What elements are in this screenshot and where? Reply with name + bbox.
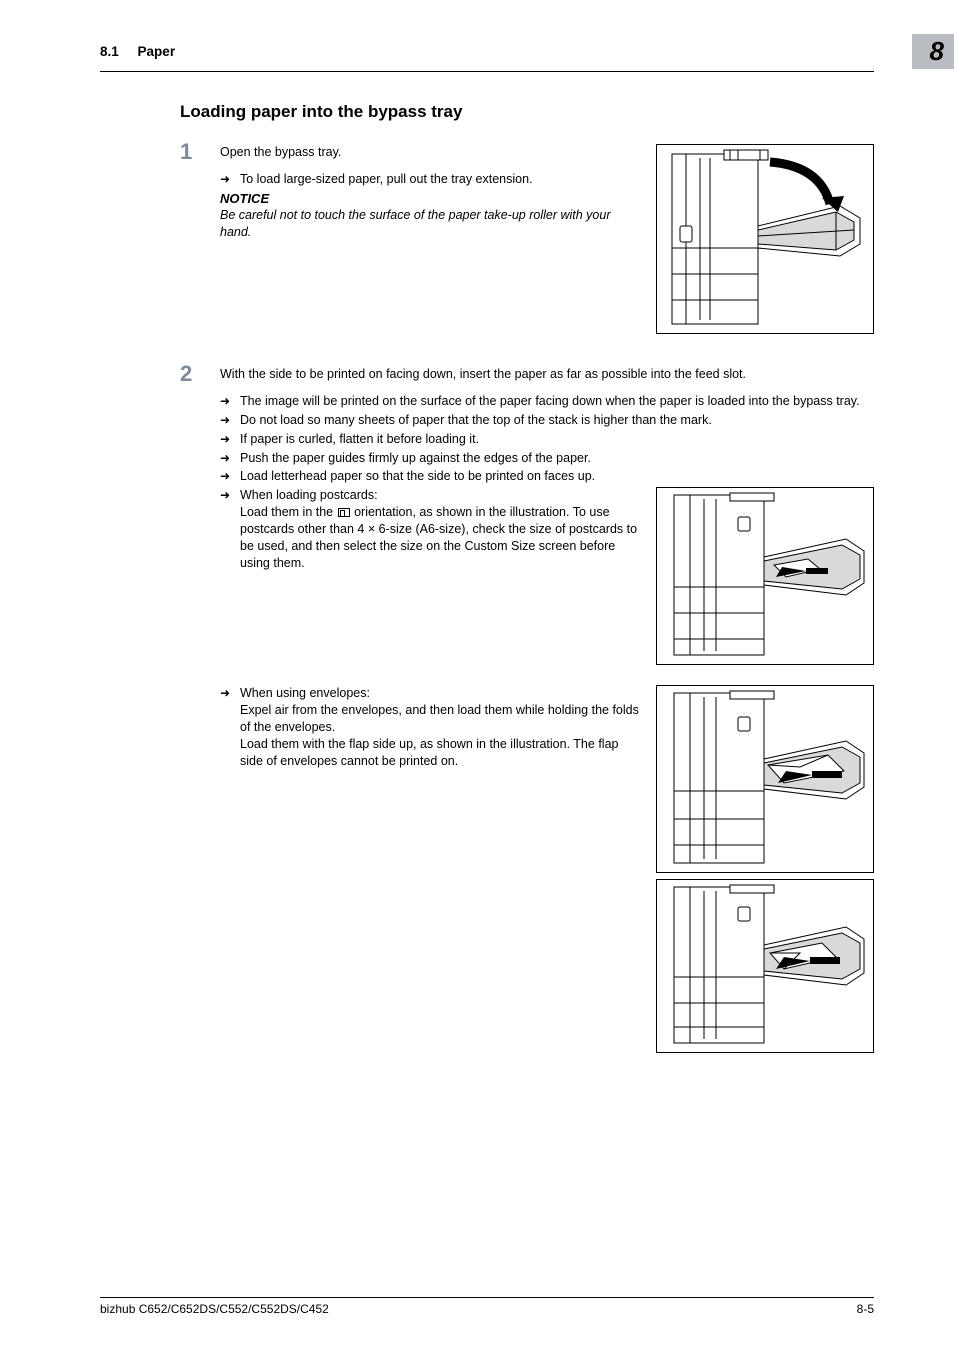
page-header: 8.1 Paper 8 (100, 34, 874, 72)
arrow-icon: ➜ (220, 171, 240, 188)
step-2-bullet-7: ➜ When using envelopes: Expel air from t… (220, 685, 642, 769)
orientation-icon (338, 508, 350, 517)
step-2-b2-text: Do not load so many sheets of paper that… (240, 412, 874, 429)
printer-envelope-2-icon (660, 883, 870, 1049)
arrow-icon: ➜ (220, 487, 240, 504)
arrow-icon: ➜ (220, 685, 240, 702)
notice-text: Be careful not to touch the surface of t… (220, 207, 642, 241)
printer-envelope-1-icon (660, 689, 870, 869)
step-2-bullet-6: ➜ When loading postcards: Load them in t… (220, 487, 642, 571)
postcards-head: When loading postcards: (240, 488, 378, 502)
section-label: Paper (138, 44, 176, 59)
arrow-icon: ➜ (220, 450, 240, 467)
arrow-icon: ➜ (220, 468, 240, 485)
envelopes-head: When using envelopes: (240, 686, 370, 700)
step-2-b1-text: The image will be printed on the surface… (240, 393, 874, 410)
step-1: 1 Open the bypass tray. ➜ To load large-… (180, 144, 642, 241)
illustration-1 (656, 144, 874, 334)
printer-postcard-icon (660, 491, 870, 661)
header-left: 8.1 Paper (100, 34, 175, 59)
step-2-number: 2 (180, 363, 220, 385)
step-2-b3-text: If paper is curled, flatten it before lo… (240, 431, 874, 448)
chapter-number: 8 (930, 36, 944, 66)
envelope-illustrations (656, 685, 874, 1053)
step-2-b5-text: Load letterhead paper so that the side t… (240, 468, 874, 485)
arrow-icon: ➜ (220, 412, 240, 429)
envelopes-line-2: Load them with the flap side up, as show… (240, 737, 618, 768)
step-1-bullet-1: ➜ To load large-sized paper, pull out th… (220, 171, 642, 188)
content: Loading paper into the bypass tray 1 Ope… (180, 102, 874, 1053)
step-2-b4-text: Push the paper guides firmly up against … (240, 450, 874, 467)
illustration-4 (656, 879, 874, 1053)
envelopes-line-1: Expel air from the envelopes, and then l… (240, 703, 639, 734)
illustration-3 (656, 685, 874, 873)
arrow-icon: ➜ (220, 431, 240, 448)
step-2: 2 With the side to be printed on facing … (180, 366, 874, 1053)
page: 8.1 Paper 8 Loading paper into the bypas… (0, 0, 954, 1350)
step-1-bullet-1-text: To load large-sized paper, pull out the … (240, 171, 642, 188)
step-2-bullet-3: ➜ If paper is curled, flatten it before … (220, 431, 874, 448)
footer-model: bizhub C652/C652DS/C552/C552DS/C452 (100, 1302, 329, 1316)
step-2-text: With the side to be printed on facing do… (220, 366, 874, 383)
postcards-body-1: Load them in the (240, 505, 337, 519)
step-1-block: 1 Open the bypass tray. ➜ To load large-… (180, 144, 874, 334)
step-2-bullet-2: ➜ Do not load so many sheets of paper th… (220, 412, 874, 429)
step-2-bullet-1: ➜ The image will be printed on the surfa… (220, 393, 874, 410)
postcards-block: ➜ When loading postcards: Load them in t… (220, 487, 874, 665)
arrow-icon: ➜ (220, 393, 240, 410)
page-title: Loading paper into the bypass tray (180, 102, 874, 122)
step-1-text: Open the bypass tray. (220, 144, 642, 161)
footer-page-number: 8-5 (857, 1302, 874, 1316)
illustration-2 (656, 487, 874, 665)
envelopes-block: ➜ When using envelopes: Expel air from t… (220, 685, 874, 1053)
notice-label: NOTICE (220, 190, 642, 208)
page-footer: bizhub C652/C652DS/C552/C552DS/C452 8-5 (100, 1297, 874, 1316)
section-number: 8.1 (100, 44, 119, 59)
step-1-number: 1 (180, 141, 220, 163)
printer-open-tray-icon (660, 148, 870, 330)
step-2-bullet-5: ➜ Load letterhead paper so that the side… (220, 468, 874, 485)
step-2-bullet-4: ➜ Push the paper guides firmly up agains… (220, 450, 874, 467)
chapter-badge: 8 (912, 34, 954, 69)
